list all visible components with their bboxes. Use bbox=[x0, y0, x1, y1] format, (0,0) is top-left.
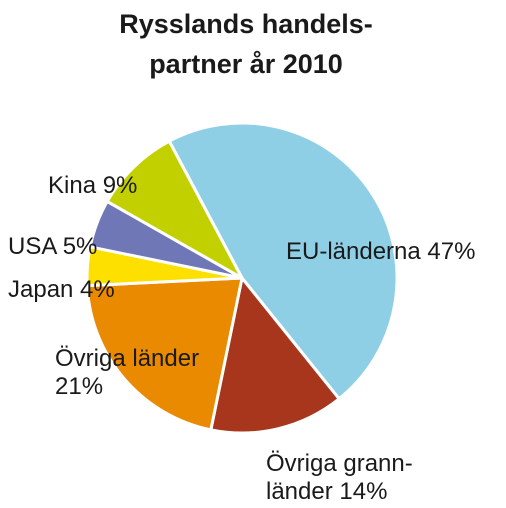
chart-title-line-2: partner år 2010 bbox=[149, 49, 343, 79]
slice-label-eu-länderna: EU-länderna 47% bbox=[286, 238, 475, 265]
slice-label-kina: Kina 9% bbox=[48, 172, 137, 199]
slice-label-usa: USA 5% bbox=[8, 233, 97, 260]
slice-label-övriga-grannländer: Övriga grann-länder 14% bbox=[266, 450, 413, 505]
pie-slice-övriga-grannländer bbox=[209, 276, 341, 435]
pie-slice-övriga-länder bbox=[85, 276, 244, 432]
chart-title: Rysslands handels- partner år 2010 bbox=[119, 9, 373, 79]
slice-label-övriga-länder: Övriga länder 21% bbox=[55, 345, 199, 400]
slice-label-japan: Japan 4% bbox=[8, 276, 115, 303]
chart-title-line-1: Rysslands handels- bbox=[119, 9, 373, 39]
pie-slices bbox=[85, 121, 399, 435]
pie-labels: EU-länderna 47% Övriga grann-länder 14% Öv… bbox=[8, 172, 475, 505]
pie-slice-eu-länderna bbox=[167, 121, 399, 401]
pie-slice-kina bbox=[105, 139, 244, 280]
